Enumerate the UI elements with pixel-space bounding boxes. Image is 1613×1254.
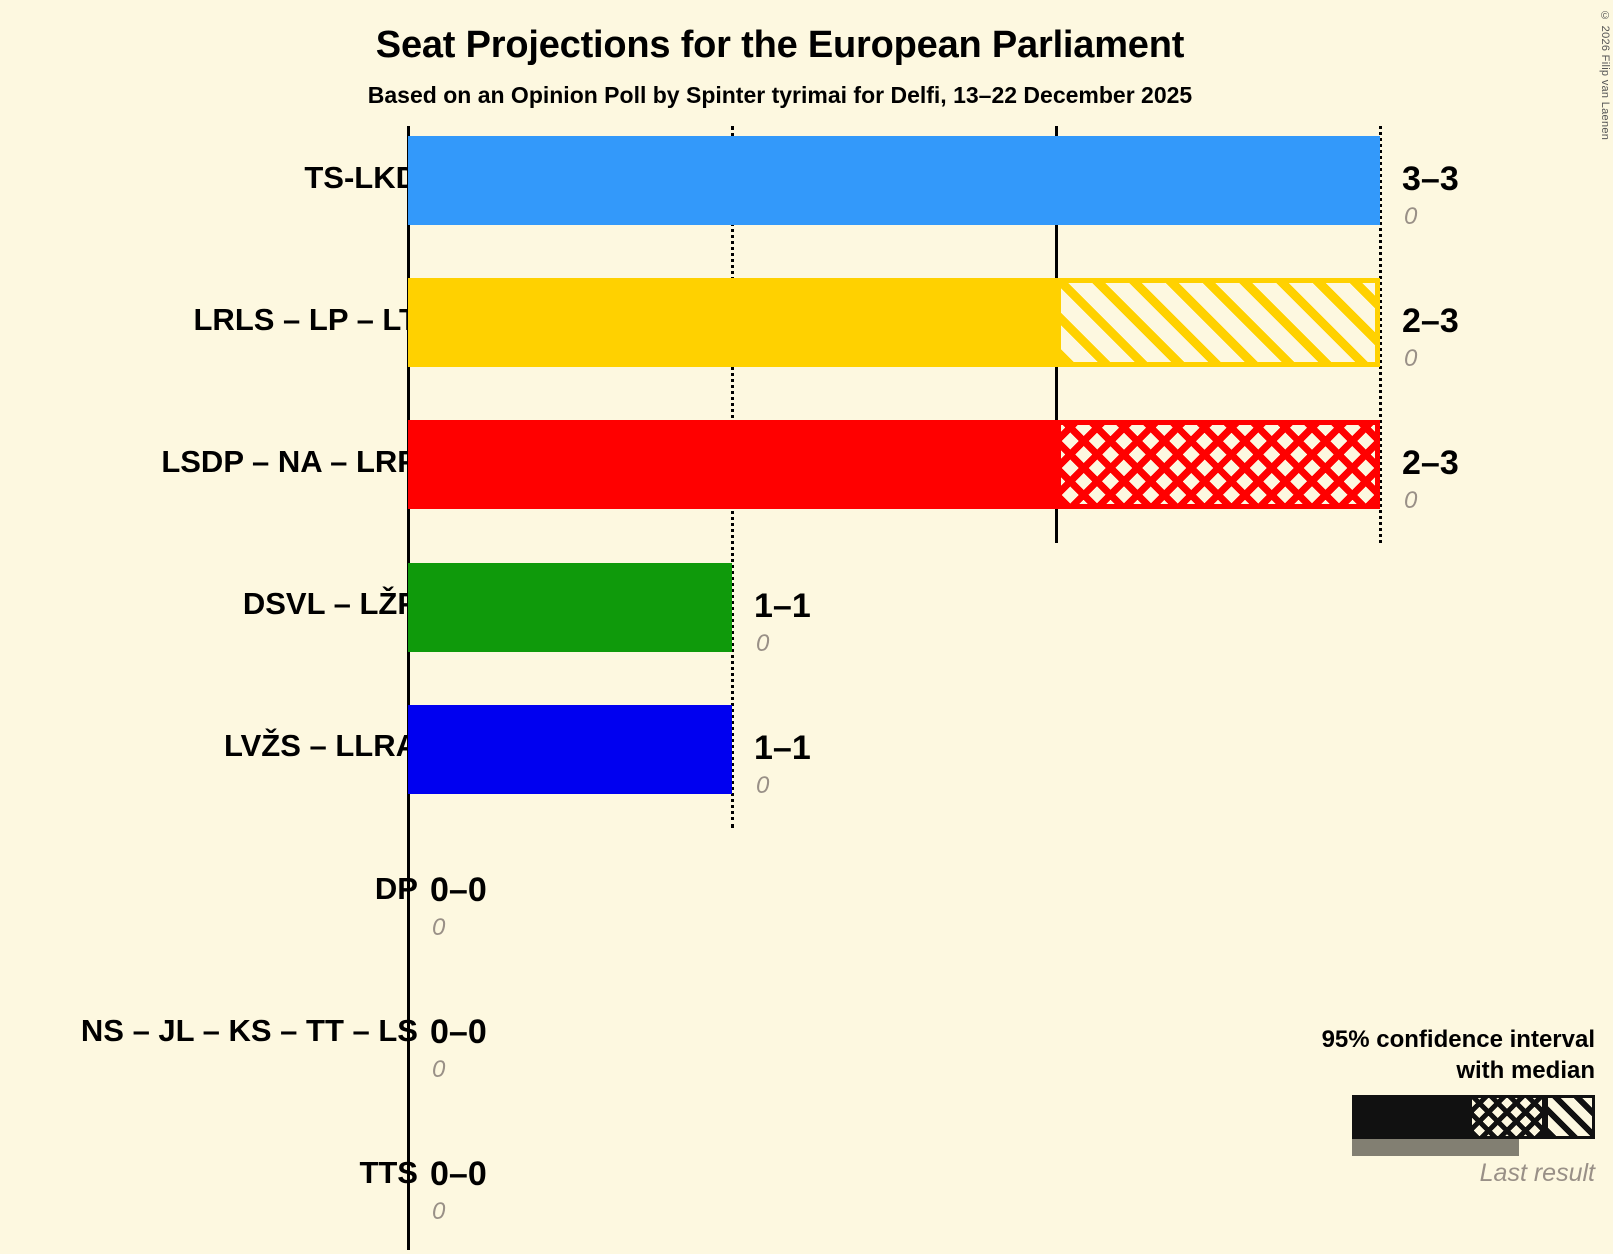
legend-line-1: 95% confidence interval <box>1321 1026 1595 1053</box>
bar-label-4: LVŽS – LLRA <box>223 728 418 764</box>
bar-median-4 <box>408 704 732 794</box>
bar-median-1 <box>408 278 1056 368</box>
bar-value-0: 3–3 <box>1402 160 1459 198</box>
bar-median-3 <box>408 562 732 652</box>
bar-last-result-1: 0 <box>1404 345 1418 373</box>
chart-legend: 95% confidence interval with median Last… <box>1265 1025 1595 1187</box>
bar-median-0 <box>408 136 1380 225</box>
page-title: Seat Projections for the European Parlia… <box>375 24 1185 66</box>
bar-last-result-0: 0 <box>1404 203 1418 230</box>
bar-value-2: 2–3 <box>1402 444 1459 483</box>
bar-label-2: LSDP – NA – LRP <box>161 443 418 479</box>
bar-last-result-2: 0 <box>1404 487 1418 515</box>
bar-value-4: 1–1 <box>754 728 811 767</box>
page-subtitle: Based on an Opinion Poll by Spinter tyri… <box>367 82 1193 108</box>
legend-last-result-block <box>1352 1139 1519 1157</box>
bar-1 <box>408 278 1380 368</box>
bar-value-7: 0–0 <box>430 1155 487 1194</box>
bar-last-result-6: 0 <box>432 1056 446 1084</box>
bar-label-5: DP <box>374 870 418 906</box>
bar-label-0: TS-LKD <box>304 159 418 195</box>
bar-value-5: 0–0 <box>430 871 487 909</box>
bar-4 <box>408 704 732 794</box>
bar-value-6: 0–0 <box>430 1013 487 1052</box>
bar-value-1: 2–3 <box>1402 302 1459 341</box>
bar-label-1: LRLS – LP – LT <box>193 301 419 337</box>
bar-label-7: TTS <box>359 1154 418 1190</box>
bar-last-result-4: 0 <box>756 771 770 799</box>
legend-sample-bar: Last result <box>1265 1095 1595 1187</box>
legend-diagonal-block <box>1545 1095 1595 1140</box>
bar-last-result-7: 0 <box>432 1198 446 1226</box>
copyright-notice: © 2026 Filip van Laenen <box>1599 10 1611 141</box>
bar-label-3: DSVL – LŽP <box>242 586 418 622</box>
bar-median-2 <box>408 420 1056 510</box>
bar-last-result-5: 0 <box>432 914 446 941</box>
gridline-3 <box>1379 126 1382 544</box>
legend-line-2: with median <box>1456 1056 1595 1084</box>
bar-last-result-3: 0 <box>756 629 770 657</box>
bar-confidence-1 <box>1056 278 1380 368</box>
legend-crosshatch-block <box>1469 1095 1545 1140</box>
bar-3 <box>408 562 732 652</box>
bar-value-3: 1–1 <box>754 586 811 625</box>
bar-2 <box>408 420 1380 510</box>
legend-last-result-label: Last result <box>1479 1159 1595 1188</box>
bar-label-6: NS – JL – KS – TT – LS <box>80 1012 418 1048</box>
bar-confidence-2 <box>1056 420 1380 510</box>
bar-0 <box>408 136 1380 225</box>
y-axis-line <box>407 126 410 1251</box>
